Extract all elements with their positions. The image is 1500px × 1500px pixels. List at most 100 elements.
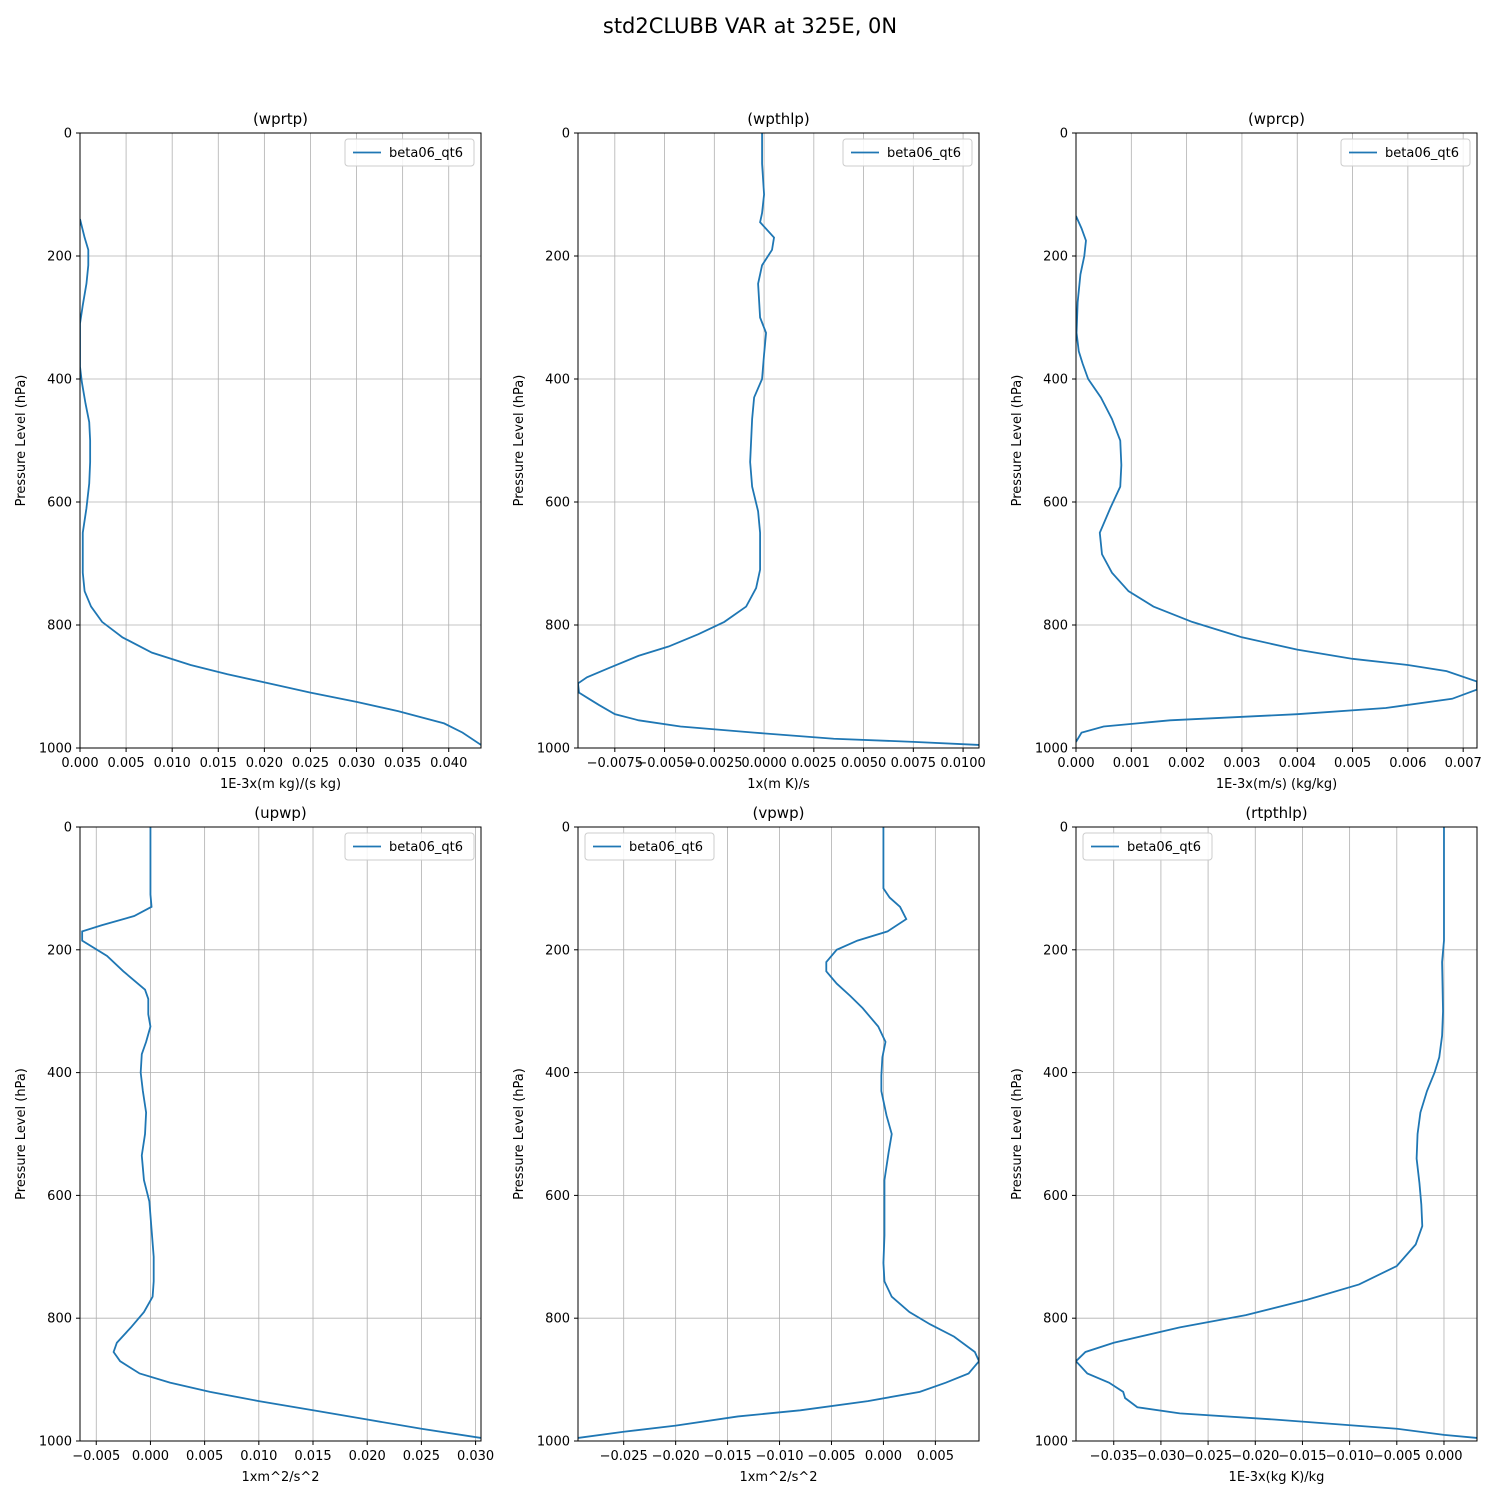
y-tick-label: 800 [545, 1312, 570, 1327]
x-tick-label: −0.035 [1090, 1449, 1138, 1464]
x-tick-label: 0.015 [200, 756, 237, 771]
x-tick-label: 0.010 [154, 756, 191, 771]
y-tick-label: 800 [1043, 619, 1068, 634]
y-tick-label: 200 [1043, 943, 1068, 958]
y-tick-label: 1000 [537, 1435, 570, 1450]
panel-title: (vpwp) [753, 804, 805, 822]
y-tick-label: 600 [545, 1189, 570, 1204]
y-axis-label: Pressure Level (hPa) [1010, 375, 1025, 507]
x-axis-label: 1E-3x(m kg)/(s kg) [220, 777, 341, 792]
legend-box [1340, 138, 1471, 167]
x-tick-label: 0.025 [292, 756, 329, 771]
y-tick-label: 0 [64, 127, 72, 142]
x-tick-label: 0.0075 [891, 756, 937, 771]
panel-title: (wprtp) [253, 110, 308, 128]
x-tick-label: 0.020 [349, 1449, 386, 1464]
legend-label: beta06_qt6 [389, 840, 463, 855]
y-tick-label: 600 [545, 496, 570, 511]
y-tick-label: 800 [47, 1312, 72, 1327]
panel-6: −0.035 −0.030 −0.025 −0.020 −0.015 −0.010 −0.0… [1010, 804, 1478, 1485]
y-tick-label: 800 [47, 619, 72, 634]
x-axis-label: 1xm^2/s^2 [739, 1470, 817, 1485]
y-axis-label: Pressure Level (hPa) [14, 375, 29, 507]
x-axis-label: 1x(m K)/s [747, 777, 810, 792]
y-tick-label: 1000 [39, 1435, 72, 1450]
y-tick-label: 400 [545, 1066, 570, 1081]
legend-label: beta06_qt6 [629, 840, 703, 855]
x-tick-label: 0.003 [1223, 756, 1260, 771]
legend: beta06_qt6 [344, 138, 475, 167]
x-tick-label: −0.030 [1137, 1449, 1185, 1464]
legend-box [1082, 832, 1213, 861]
x-tick-label: −0.010 [1326, 1449, 1374, 1464]
axes-frame [577, 826, 980, 1442]
x-tick-label: −0.025 [600, 1449, 648, 1464]
x-tick-label: −0.0075 [587, 756, 643, 771]
x-axis-label: 1E-3x(kg K)/kg [1229, 1470, 1325, 1485]
y-tick-label: 0 [64, 821, 72, 836]
legend-box [842, 138, 973, 167]
legend: beta06_qt6 [1082, 832, 1213, 861]
x-tick-label: 0.002 [1168, 756, 1205, 771]
y-tick-label: 600 [1043, 496, 1068, 511]
x-tick-label: 0.0025 [791, 756, 837, 771]
x-tick-label: 0.015 [294, 1449, 331, 1464]
x-tick-label: −0.015 [704, 1449, 752, 1464]
x-tick-label: −0.0025 [686, 756, 742, 771]
x-tick-label: 0.030 [338, 756, 375, 771]
x-axis-label: 1xm^2/s^2 [241, 1470, 319, 1485]
x-tick-label: 0.025 [403, 1449, 440, 1464]
y-tick-label: 0 [1060, 821, 1068, 836]
y-tick-label: 600 [47, 1189, 72, 1204]
y-tick-label: 800 [545, 619, 570, 634]
x-tick-label: 0.040 [430, 756, 467, 771]
x-tick-label: 0.001 [1113, 756, 1150, 771]
y-tick-label: 600 [1043, 1189, 1068, 1204]
y-tick-label: 800 [1043, 1312, 1068, 1327]
series-line [81, 827, 481, 1439]
legend: beta06_qt6 [584, 832, 715, 861]
x-tick-label: 0.007 [1445, 756, 1482, 771]
panel-5: −0.025 −0.020 −0.015 −0.010 −0.005 0.000 0.005… [512, 804, 980, 1485]
axes-frame [577, 132, 980, 749]
figure-title: std2CLUBB VAR at 325E, 0N [602, 14, 898, 38]
y-tick-label: 0 [562, 821, 570, 836]
x-tick-label: 0.030 [457, 1449, 494, 1464]
series-line [80, 218, 481, 746]
series-line [578, 133, 979, 746]
y-tick-label: 1000 [537, 742, 570, 757]
y-tick-label: 200 [1043, 250, 1068, 265]
legend-label: beta06_qt6 [1385, 146, 1459, 161]
x-tick-label: 0.000 [61, 756, 98, 771]
axes-frame [1075, 132, 1478, 749]
legend-box [344, 832, 475, 861]
axes-frame [79, 826, 482, 1442]
y-tick-label: 1000 [1035, 742, 1068, 757]
y-axis-label: Pressure Level (hPa) [512, 375, 527, 507]
y-tick-label: 400 [545, 373, 570, 388]
y-tick-label: 400 [47, 373, 72, 388]
x-tick-label: 0.035 [384, 756, 421, 771]
x-tick-label: −0.020 [1231, 1449, 1279, 1464]
x-tick-label: −0.005 [807, 1449, 855, 1464]
panel-title: (upwp) [254, 804, 307, 822]
x-tick-label: 0.005 [186, 1449, 223, 1464]
x-tick-label: 0.010 [240, 1449, 277, 1464]
x-tick-label: −0.015 [1278, 1449, 1326, 1464]
panel-title: (wpthlp) [747, 110, 810, 128]
x-tick-label: −0.025 [1184, 1449, 1232, 1464]
axes-frame [79, 132, 482, 749]
panel-4: −0.005 0.000 0.005 0.010 0.015 0.020 0.025 0.03… [14, 804, 494, 1485]
y-tick-label: 200 [545, 943, 570, 958]
x-tick-label: 0.0100 [940, 756, 986, 771]
x-tick-label: 0.000 [1057, 756, 1094, 771]
x-tick-label: 0.0050 [841, 756, 887, 771]
legend: beta06_qt6 [842, 138, 973, 167]
x-tick-label: 0.020 [246, 756, 283, 771]
y-tick-label: 400 [47, 1066, 72, 1081]
x-tick-label: 0.005 [1334, 756, 1371, 771]
panel-title: (rtpthlp) [1245, 804, 1307, 822]
